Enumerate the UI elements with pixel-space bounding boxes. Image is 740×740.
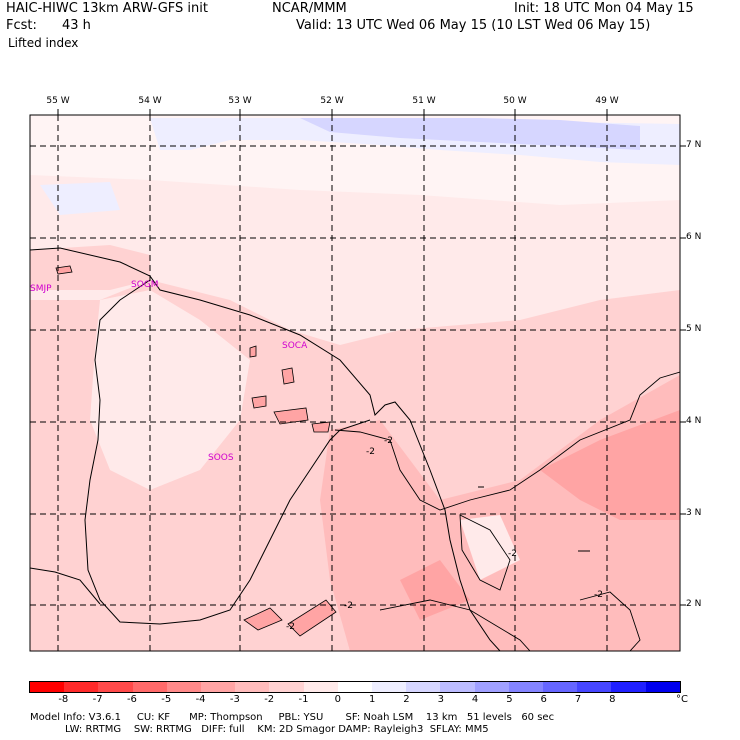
- contour-minus2-southcentral: [379, 599, 531, 651]
- colorbar-segment: [303, 682, 338, 692]
- lon-label-54w: 54 W: [138, 96, 162, 106]
- contour-label: -2: [366, 447, 375, 457]
- colorbar-segment: [577, 682, 612, 692]
- unstable-patch-coast: [30, 245, 150, 290]
- map-frame: [29, 114, 681, 652]
- lon-label-52w: 52 W: [320, 96, 344, 106]
- lat-label-2n: 2 N: [686, 599, 702, 609]
- forecast-label: Fcst:: [6, 18, 37, 33]
- colorbar-segment: [201, 682, 236, 692]
- stable-pocket: [460, 515, 520, 580]
- colorbar-unit: °C: [676, 694, 688, 705]
- colorbar-segment: [611, 682, 646, 692]
- model-info-line-1: Model Info: V3.6.1 CU: KF MP: Thompson P…: [30, 712, 555, 723]
- lon-label-49w: 49 W: [595, 96, 619, 106]
- contour-label: -2: [286, 622, 295, 632]
- colorbar-tick-label: -6: [126, 694, 137, 705]
- station-soca: SOCA: [282, 341, 308, 351]
- colorbar-tick-label: -1: [298, 694, 309, 705]
- lat-label-3n: 3 N: [686, 508, 702, 518]
- contour-label: -2: [508, 549, 517, 559]
- colorbar-tick-label: -8: [58, 694, 69, 705]
- colorbar-segment: [64, 682, 99, 692]
- colorbar-tick-label: -3: [229, 694, 240, 705]
- contour-label: -2: [594, 590, 603, 600]
- unstable-core-se: [540, 410, 680, 520]
- forecast-hour: 43 h: [62, 18, 91, 33]
- blob-1: [55, 265, 73, 275]
- colorbar-segment: [98, 682, 133, 692]
- model-info-line-2: LW: RRTMG SW: RRTMG DIFF: full KM: 2D Sm…: [30, 724, 489, 735]
- blob-8: [287, 599, 337, 637]
- blob-4: [251, 395, 267, 409]
- organization-label: NCAR/MMM: [272, 1, 347, 16]
- blob-2: [249, 345, 257, 358]
- graticule: [30, 115, 680, 651]
- lat-label-6n: 6 N: [686, 232, 702, 242]
- contour-minus2-north: [334, 371, 680, 511]
- colorbar-segment: [645, 682, 680, 692]
- model-title: HAIC-HIWC 13km ARW-GFS init: [6, 1, 208, 16]
- stable-patch-west: [40, 182, 120, 215]
- colorbar-segment: [235, 682, 270, 692]
- lat-label-5n: 5 N: [686, 324, 702, 334]
- coastline: [30, 247, 501, 651]
- colorbar-segment: [543, 682, 578, 692]
- colorbar-segment: [440, 682, 475, 692]
- border-line-southwest: [30, 567, 101, 605]
- colorbar-tick-label: 1: [368, 694, 376, 705]
- colorbar-segment: [406, 682, 441, 692]
- station-soos: SOOS: [208, 453, 234, 463]
- colorbar-tick-label: 7: [574, 694, 582, 705]
- colorbar-segment: [269, 682, 304, 692]
- contour-minus2-pocket: [459, 514, 511, 591]
- colorbar-segment: [474, 682, 509, 692]
- inland-light-region: [90, 290, 250, 490]
- lon-label-51w: 51 W: [412, 96, 436, 106]
- contour-label: -2: [344, 601, 353, 611]
- blob-6: [311, 421, 331, 433]
- blob-3: [281, 367, 295, 385]
- lon-label-50w: 50 W: [503, 96, 527, 106]
- colorbar-tick-label: -2: [264, 694, 275, 705]
- colorbar-segment: [337, 682, 373, 692]
- colorbar-segment: [508, 682, 544, 692]
- station-smjp: SMJP: [30, 284, 52, 294]
- contour-label: -2: [384, 436, 393, 446]
- colorbar-tick-label: 0: [334, 694, 342, 705]
- colorbar-tick-label: 8: [609, 694, 616, 705]
- lon-label-55w: 55 W: [46, 96, 70, 106]
- colorbar-tick-label: 5: [506, 694, 513, 705]
- colorbar-tick-label: 6: [540, 694, 547, 705]
- station-sogm: SOGM: [131, 280, 159, 290]
- blob-7: [243, 607, 283, 631]
- colorbar-tick-label: -5: [161, 694, 172, 705]
- colorbar-segment: [132, 682, 167, 692]
- colorbar-tick-label: 4: [471, 694, 479, 705]
- colorbar-segment: [166, 682, 202, 692]
- tick-marks: [57, 109, 686, 606]
- contour-minus2-south: [579, 591, 641, 651]
- colorbar-tick-label: -4: [195, 694, 206, 705]
- init-time: Init: 18 UTC Mon 04 May 15: [514, 1, 694, 16]
- colorbar-tick-label: 3: [437, 694, 444, 705]
- lat-label-4n: 4 N: [686, 416, 702, 426]
- blob-5: [273, 407, 309, 425]
- colorbar: [29, 681, 681, 693]
- lon-label-53w: 53 W: [228, 96, 252, 106]
- stable-core-top: [300, 118, 640, 150]
- colorbar-segment: [30, 682, 65, 692]
- border-line-west: [84, 279, 371, 625]
- colorbar-tick-label: 2: [403, 694, 410, 705]
- lat-label-7n: 7 N: [686, 140, 702, 150]
- valid-time: Valid: 13 UTC Wed 06 May 15 (10 LST Wed …: [296, 18, 651, 33]
- colorbar-tick-label: -7: [92, 694, 103, 705]
- colorbar-segment: [372, 682, 407, 692]
- field-name: Lifted index: [8, 36, 79, 50]
